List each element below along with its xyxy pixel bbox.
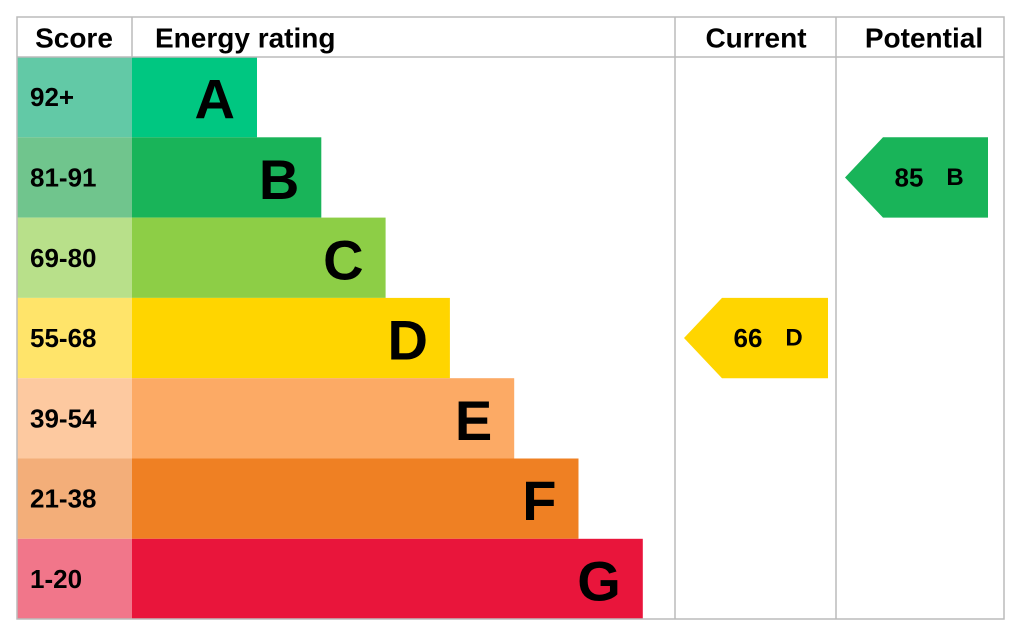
- rating-letter: D: [387, 309, 427, 372]
- rating-bar: [132, 57, 257, 138]
- rating-bar: [132, 458, 579, 539]
- score-range: 81-91: [30, 162, 97, 192]
- score-range: 69-80: [30, 243, 97, 273]
- rating-bar: [132, 137, 322, 218]
- rating-letter: G: [577, 549, 621, 612]
- score-cell: [17, 297, 132, 379]
- score-cell: [17, 538, 132, 620]
- score-range: 55-68: [30, 323, 97, 353]
- header-potential: Potential: [865, 23, 983, 54]
- current-arrow: [684, 297, 828, 379]
- rating-bar: [132, 297, 450, 379]
- score-range: 1-20: [30, 564, 82, 594]
- rating-letter: A: [195, 68, 235, 131]
- potential-band: B: [946, 164, 963, 191]
- header-current: Current: [705, 23, 806, 54]
- rating-letter: C: [323, 228, 363, 291]
- rating-bar: [132, 378, 515, 459]
- score-cell: [17, 217, 132, 298]
- score-range: 39-54: [30, 403, 97, 433]
- score-cell: [17, 57, 132, 138]
- rating-letter: F: [522, 469, 556, 532]
- rating-letter: E: [455, 389, 492, 452]
- score-range: 92+: [30, 82, 74, 112]
- rating-bar: [132, 538, 643, 620]
- potential-score: 85: [895, 162, 924, 192]
- score-cell: [17, 137, 132, 218]
- score-cell: [17, 378, 132, 459]
- header-score: Score: [35, 23, 113, 54]
- header-rating: Energy rating: [155, 23, 335, 54]
- current-score: 66: [734, 323, 763, 353]
- score-range: 21-38: [30, 484, 97, 514]
- potential-arrow: [845, 137, 988, 218]
- rating-letter: B: [259, 148, 299, 211]
- current-band: D: [785, 325, 802, 352]
- score-cell: [17, 458, 132, 539]
- rating-bar: [132, 217, 386, 298]
- frame: [16, 16, 1005, 620]
